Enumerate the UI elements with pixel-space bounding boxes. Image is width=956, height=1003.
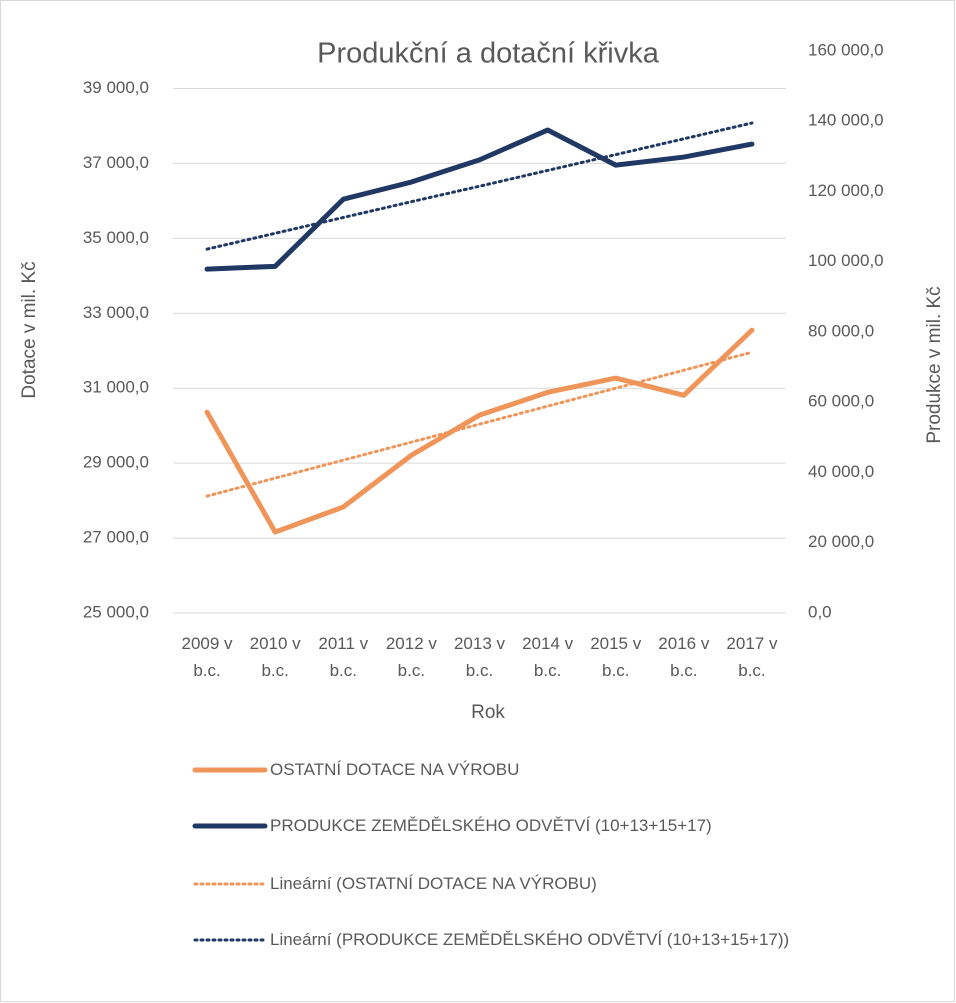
y2-tick-label: 120 000,0: [808, 181, 884, 200]
y2-axis-title: Produkce v mil. Kč: [924, 286, 945, 443]
y2-tick-label: 40 000,0: [808, 462, 874, 481]
series-line: [204, 327, 755, 535]
y-tick-label: 35 000,0: [83, 228, 149, 247]
y2-tick-label: 20 000,0: [808, 532, 874, 551]
y-tick-label: 39 000,0: [83, 78, 149, 97]
y-tick-label: 33 000,0: [83, 303, 149, 322]
y2-tick-label: 100 000,0: [808, 251, 884, 270]
x-axis-title: Rok: [471, 702, 505, 723]
chart-title: Produkční a dotační křivka: [317, 38, 660, 70]
y2-tick-label: 60 000,0: [808, 392, 874, 411]
x-tick-label: 2014 v b.c.: [522, 634, 574, 680]
x-tick-label: 2013 v b.c.: [453, 634, 506, 680]
y2-tick-label: 140 000,0: [808, 111, 884, 130]
x-tick-label: 2015 v b.c.: [590, 634, 642, 680]
legend-label: PRODUKCE ZEMĚDĚLSKÉHO ODVĚTVÍ (10+13+15+…: [270, 816, 712, 835]
legend-label: Lineární (PRODUKCE ZEMĚDĚLSKÉHO ODVĚTVÍ …: [270, 930, 790, 949]
x-tick-label: 2016 v b.c.: [658, 634, 710, 680]
y-tick-label: 37 000,0: [83, 153, 149, 172]
y2-tick-label: 80 000,0: [808, 321, 874, 340]
x-tick-label: 2012 v b.c.: [385, 634, 437, 680]
y-tick-label: 27 000,0: [83, 528, 149, 547]
y2-tick-label: 160 000,0: [808, 40, 884, 59]
y-tick-label: 25 000,0: [83, 602, 149, 621]
legend-label: OSTATNÍ DOTACE NA VÝROBU: [270, 760, 520, 779]
y-tick-label: 29 000,0: [83, 453, 149, 472]
legend-label: Lineární (OSTATNÍ DOTACE NA VÝROBU): [270, 874, 597, 893]
y-tick-label: 31 000,0: [83, 378, 149, 397]
y2-tick-label: 0,0: [808, 602, 832, 621]
x-tick-label: 2010 v b.c.: [249, 634, 301, 680]
series-line: [204, 127, 755, 272]
x-tick-label: 2011 v b.c.: [318, 634, 369, 680]
x-tick-label: 2017 v b.c.: [726, 634, 778, 680]
series-line: [205, 350, 754, 498]
series-line: [205, 121, 754, 251]
y-axis-title: Dotace v mil. Kč: [19, 261, 40, 398]
x-tick-label: 2009 v b.c.: [181, 634, 233, 680]
